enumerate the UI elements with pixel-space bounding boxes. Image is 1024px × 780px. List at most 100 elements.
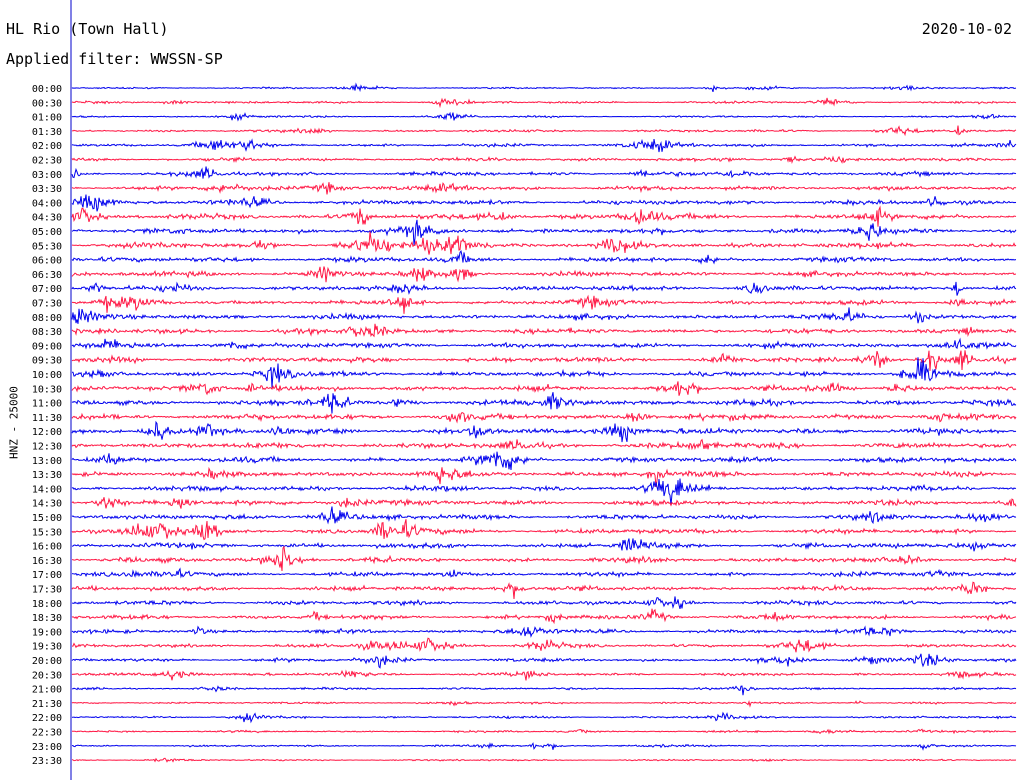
time-tick-label: 02:30 <box>32 156 62 167</box>
seismic-trace <box>71 205 1017 227</box>
seismic-trace <box>71 125 1017 137</box>
seismic-trace <box>71 567 1017 579</box>
time-tick-label: 22:00 <box>32 713 62 724</box>
date-label: 2020-10-02 <box>921 20 1012 38</box>
seismic-trace <box>71 581 1017 599</box>
seismic-trace <box>72 596 1017 610</box>
time-tick-label: 10:00 <box>32 370 62 381</box>
seismic-trace <box>71 625 1017 638</box>
time-tick-label: 05:00 <box>32 227 62 238</box>
time-tick-label: 04:00 <box>32 198 62 209</box>
seismic-trace <box>71 711 1017 724</box>
time-tick-label: 20:30 <box>32 670 62 681</box>
time-tick-label: 16:30 <box>32 556 62 567</box>
time-tick-label: 20:00 <box>32 656 62 667</box>
seismic-trace <box>71 111 1017 122</box>
seismic-trace <box>71 97 1017 109</box>
seismic-trace <box>71 466 1017 487</box>
seismic-trace <box>72 742 1017 751</box>
time-tick-label: 02:00 <box>32 141 62 152</box>
seismic-trace <box>71 478 1017 506</box>
seismic-trace <box>72 357 1017 388</box>
seismic-trace <box>71 757 1017 763</box>
seismic-trace <box>71 307 1017 324</box>
seismic-trace <box>71 82 1017 93</box>
seismic-trace <box>71 519 1017 541</box>
time-tick-label: 13:00 <box>32 456 62 467</box>
seismic-trace <box>71 266 1016 283</box>
time-tick-label: 03:30 <box>32 184 62 195</box>
seismic-trace <box>71 412 1017 424</box>
seismic-trace <box>71 350 1017 371</box>
time-tick-label: 03:00 <box>32 170 62 181</box>
time-tick-label: 19:30 <box>32 642 62 653</box>
time-tick-label: 21:30 <box>32 699 62 710</box>
seismic-trace <box>71 194 1017 212</box>
seismic-trace <box>71 608 1017 625</box>
seismic-trace <box>71 138 1017 153</box>
seismic-trace <box>71 294 1017 314</box>
seismic-trace <box>72 637 1017 653</box>
seismic-trace <box>71 166 1017 179</box>
seismic-trace <box>71 669 1017 681</box>
time-tick-label: 08:30 <box>32 327 62 338</box>
time-tick-label: 18:30 <box>32 613 62 624</box>
time-tick-label: 22:30 <box>32 728 62 739</box>
time-tick-label: 15:30 <box>32 527 62 538</box>
seismic-trace <box>71 182 1017 195</box>
seismic-trace <box>71 381 1017 396</box>
time-tick-label: 06:00 <box>32 256 62 267</box>
seismic-trace <box>71 497 1017 509</box>
time-tick-label: 13:30 <box>32 470 62 481</box>
seismic-trace <box>71 700 1017 708</box>
seismic-trace <box>71 545 1017 572</box>
time-tick-label: 23:00 <box>32 742 62 753</box>
seismic-trace <box>72 728 1017 735</box>
seismic-trace <box>71 281 1017 296</box>
time-tick-label: 09:00 <box>32 341 62 352</box>
seismic-trace <box>71 323 1017 338</box>
time-tick-label: 00:30 <box>32 98 62 109</box>
seismic-trace <box>71 337 1017 350</box>
time-tick-label: 17:00 <box>32 570 62 581</box>
seismic-trace <box>71 392 1017 414</box>
time-tick-label: 23:30 <box>32 756 62 767</box>
seismic-trace <box>71 219 1017 246</box>
time-tick-label: 18:00 <box>32 599 62 610</box>
seismic-trace <box>71 538 1017 552</box>
seismic-trace <box>71 451 1017 471</box>
time-tick-label: 08:00 <box>32 313 62 324</box>
time-tick-label: 00:00 <box>32 84 62 95</box>
time-tick-label: 17:30 <box>32 585 62 596</box>
seismic-trace <box>71 506 1017 525</box>
seismic-trace <box>71 420 1017 443</box>
time-tick-label: 12:30 <box>32 442 62 453</box>
seismic-trace <box>71 685 1017 696</box>
time-tick-label: 14:30 <box>32 499 62 510</box>
seismic-trace <box>71 231 1017 255</box>
seismic-trace <box>71 653 1017 669</box>
time-tick-label: 06:30 <box>32 270 62 281</box>
time-tick-label: 14:00 <box>32 484 62 495</box>
seismic-trace <box>71 250 1017 265</box>
time-tick-label: 07:30 <box>32 299 62 310</box>
filter-subtitle: Applied filter: WWSSN-SP <box>6 50 223 68</box>
time-tick-label: 21:00 <box>32 685 62 696</box>
time-tick-label: 01:30 <box>32 127 62 138</box>
time-tick-label: 16:00 <box>32 542 62 553</box>
time-tick-label: 12:00 <box>32 427 62 438</box>
time-tick-label: 10:30 <box>32 384 62 395</box>
time-tick-label: 01:00 <box>32 113 62 124</box>
time-tick-label: 04:30 <box>32 213 62 224</box>
time-tick-label: 07:00 <box>32 284 62 295</box>
time-tick-label: 11:30 <box>32 413 62 424</box>
time-tick-label: 05:30 <box>32 241 62 252</box>
seismic-trace <box>71 438 1017 451</box>
time-tick-label: 09:30 <box>32 356 62 367</box>
time-tick-label: 15:00 <box>32 513 62 524</box>
time-tick-label: 11:00 <box>32 399 62 410</box>
time-tick-label: 19:00 <box>32 627 62 638</box>
station-title: HL Rio (Town Hall) <box>6 20 169 38</box>
seismic-trace <box>71 155 1017 165</box>
